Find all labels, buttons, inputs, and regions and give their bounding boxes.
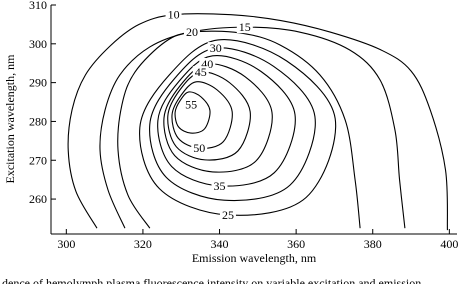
- contour-label: 10: [165, 8, 182, 22]
- contour-label-text: 50: [193, 141, 205, 155]
- contour-line: [117, 30, 361, 229]
- contour-label-text: 55: [185, 98, 197, 112]
- contour-label: 25: [219, 208, 236, 222]
- contour-label-text: 25: [222, 208, 234, 222]
- contour-label-text: 10: [168, 8, 180, 22]
- contour-label-bg: [183, 26, 200, 39]
- contour-line: [99, 26, 406, 229]
- contour-label-text: 35: [214, 179, 226, 193]
- contour-label-bg: [192, 66, 209, 79]
- contour-line: [157, 55, 296, 187]
- contour-label: 50: [191, 141, 208, 155]
- contour-label-bg: [219, 208, 236, 221]
- x-tick-label: 300: [57, 237, 75, 251]
- y-tick-label: 290: [29, 76, 47, 90]
- y-tick-label: 300: [29, 37, 47, 51]
- contour-label: 15: [236, 20, 253, 34]
- contour-label-bg: [236, 21, 253, 34]
- contour-label: 55: [183, 98, 200, 112]
- x-tick-label: 380: [364, 237, 382, 251]
- contour-line: [163, 63, 273, 173]
- contour-label-bg: [165, 8, 182, 21]
- caption: dence of hemolymph plasma fluorescence i…: [2, 276, 421, 284]
- x-tick-label: 360: [287, 237, 305, 251]
- contour-line: [167, 71, 251, 161]
- x-tick-label: 340: [211, 237, 229, 251]
- contour-label-bg: [183, 98, 200, 111]
- contour-label: 45: [192, 65, 209, 79]
- y-axis-label: Excitation wavelength, nm: [3, 54, 17, 184]
- contour-label: 35: [211, 179, 228, 193]
- y-tick-label: 310: [29, 0, 47, 12]
- contour-label-text: 45: [195, 65, 207, 79]
- contour-label-bg: [191, 142, 208, 155]
- contour-line: [174, 91, 211, 134]
- y-tick-label: 260: [29, 192, 47, 206]
- contour-label-text: 15: [239, 20, 251, 34]
- contour-line: [67, 13, 448, 231]
- y-tick-label: 270: [29, 153, 47, 167]
- contour-label: 30: [207, 41, 224, 55]
- contour-label-bg: [207, 42, 224, 55]
- contour-line: [171, 81, 233, 149]
- x-tick-label: 400: [440, 237, 458, 251]
- x-tick-label: 320: [134, 237, 152, 251]
- contour-line: [149, 47, 316, 202]
- contour-label: 20: [183, 25, 200, 39]
- contour-label-text: 20: [186, 25, 198, 39]
- contour-line: [139, 39, 337, 216]
- contour-label-text: 30: [210, 41, 222, 55]
- y-tick-label: 280: [29, 114, 47, 128]
- contour-label-bg: [211, 179, 228, 192]
- x-axis-label: Emission wavelength, nm: [192, 251, 317, 265]
